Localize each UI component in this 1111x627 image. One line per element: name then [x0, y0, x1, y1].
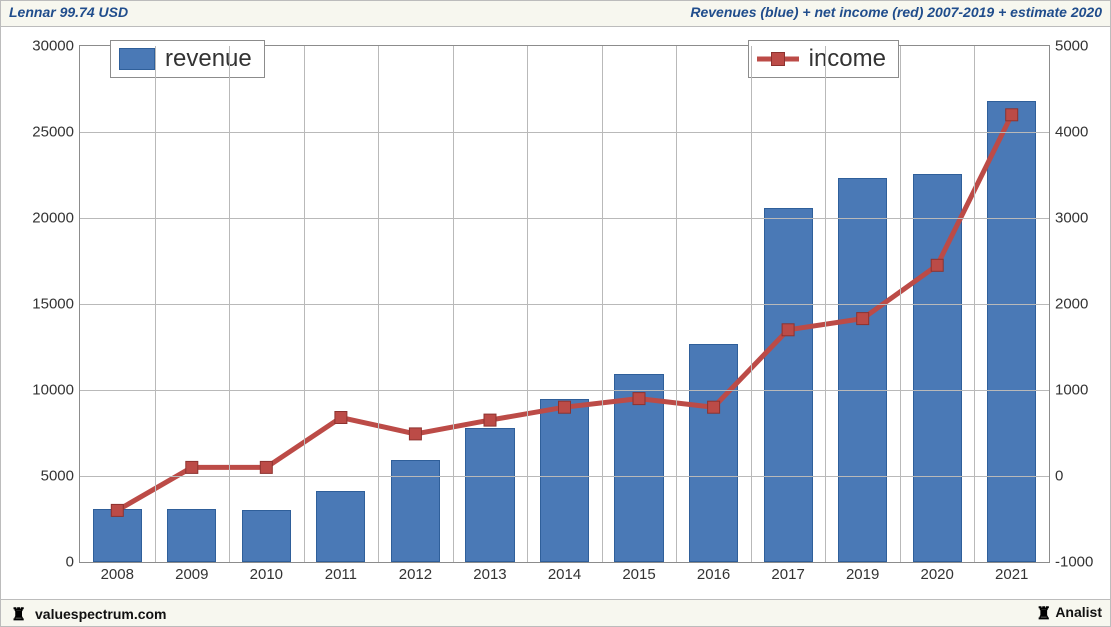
gridline-v: [676, 46, 677, 562]
income-marker: [186, 461, 198, 473]
legend-income-swatch: [757, 49, 799, 69]
gridline-v: [900, 46, 901, 562]
income-marker: [335, 412, 347, 424]
income-marker: [559, 401, 571, 413]
income-line: [117, 115, 1011, 511]
y-right-tick: 4000: [1055, 124, 1088, 141]
chart-footer: ♜ valuespectrum.com ♜Analist: [1, 599, 1110, 626]
x-tick: 2016: [697, 566, 730, 583]
y-right-tick: 2000: [1055, 296, 1088, 313]
footer-right: ♜Analist: [1036, 604, 1102, 622]
footer-left-text: valuespectrum.com: [35, 606, 167, 622]
y-left-tick: 15000: [32, 296, 74, 313]
gridline-v: [378, 46, 379, 562]
gridline-h: [80, 304, 1049, 305]
y-right-tick: -1000: [1055, 554, 1093, 571]
y-left-tick: 10000: [32, 382, 74, 399]
gridline-v: [155, 46, 156, 562]
income-marker: [484, 414, 496, 426]
chart-header: Lennar 99.74 USD Revenues (blue) + net i…: [1, 1, 1110, 27]
plot-outer: revenue income 0500010000150002000025000…: [1, 27, 1110, 599]
gridline-v: [304, 46, 305, 562]
x-tick: 2013: [473, 566, 506, 583]
y-left-tick: 0: [66, 554, 74, 571]
y-right-tick: 3000: [1055, 210, 1088, 227]
x-tick: 2014: [548, 566, 581, 583]
y-left-tick: 5000: [41, 468, 74, 485]
x-tick: 2020: [921, 566, 954, 583]
income-marker: [708, 401, 720, 413]
income-marker: [1006, 109, 1018, 121]
income-marker: [260, 461, 272, 473]
gridline-v: [751, 46, 752, 562]
rook-icon: ♜: [11, 606, 26, 623]
gridline-v: [527, 46, 528, 562]
x-tick: 2015: [622, 566, 655, 583]
x-tick: 2012: [399, 566, 432, 583]
y-left-tick: 25000: [32, 124, 74, 141]
income-marker: [633, 393, 645, 405]
gridline-v: [825, 46, 826, 562]
legend-income: income: [748, 40, 899, 78]
gridline-h: [80, 218, 1049, 219]
header-title-left: Lennar 99.74 USD: [9, 4, 128, 20]
plot-area: revenue income 0500010000150002000025000…: [79, 45, 1050, 563]
x-tick: 2008: [101, 566, 134, 583]
legend-income-label: income: [809, 45, 886, 73]
gridline-v: [453, 46, 454, 562]
income-marker: [111, 504, 123, 516]
footer-right-text: Analist: [1055, 604, 1102, 620]
legend-revenue: revenue: [110, 40, 265, 78]
income-marker: [409, 428, 421, 440]
x-tick: 2017: [771, 566, 804, 583]
y-right-tick: 1000: [1055, 382, 1088, 399]
gridline-h: [80, 476, 1049, 477]
income-marker: [931, 259, 943, 271]
gridline-h: [80, 390, 1049, 391]
gridline-v: [974, 46, 975, 562]
rook-icon: ♜: [1036, 605, 1051, 622]
legend-revenue-swatch: [119, 48, 155, 70]
legend-revenue-label: revenue: [165, 45, 252, 73]
gridline-v: [602, 46, 603, 562]
y-left-tick: 20000: [32, 210, 74, 227]
gridline-h: [80, 132, 1049, 133]
x-tick: 2009: [175, 566, 208, 583]
header-title-right: Revenues (blue) + net income (red) 2007-…: [690, 4, 1102, 20]
y-right-tick: 5000: [1055, 38, 1088, 55]
y-right-tick: 0: [1055, 468, 1063, 485]
income-marker: [782, 324, 794, 336]
gridline-v: [229, 46, 230, 562]
x-tick: 2010: [250, 566, 283, 583]
x-tick: 2021: [995, 566, 1028, 583]
x-tick: 2019: [846, 566, 879, 583]
x-tick: 2011: [325, 566, 357, 583]
y-left-tick: 30000: [32, 38, 74, 55]
income-marker: [857, 313, 869, 325]
